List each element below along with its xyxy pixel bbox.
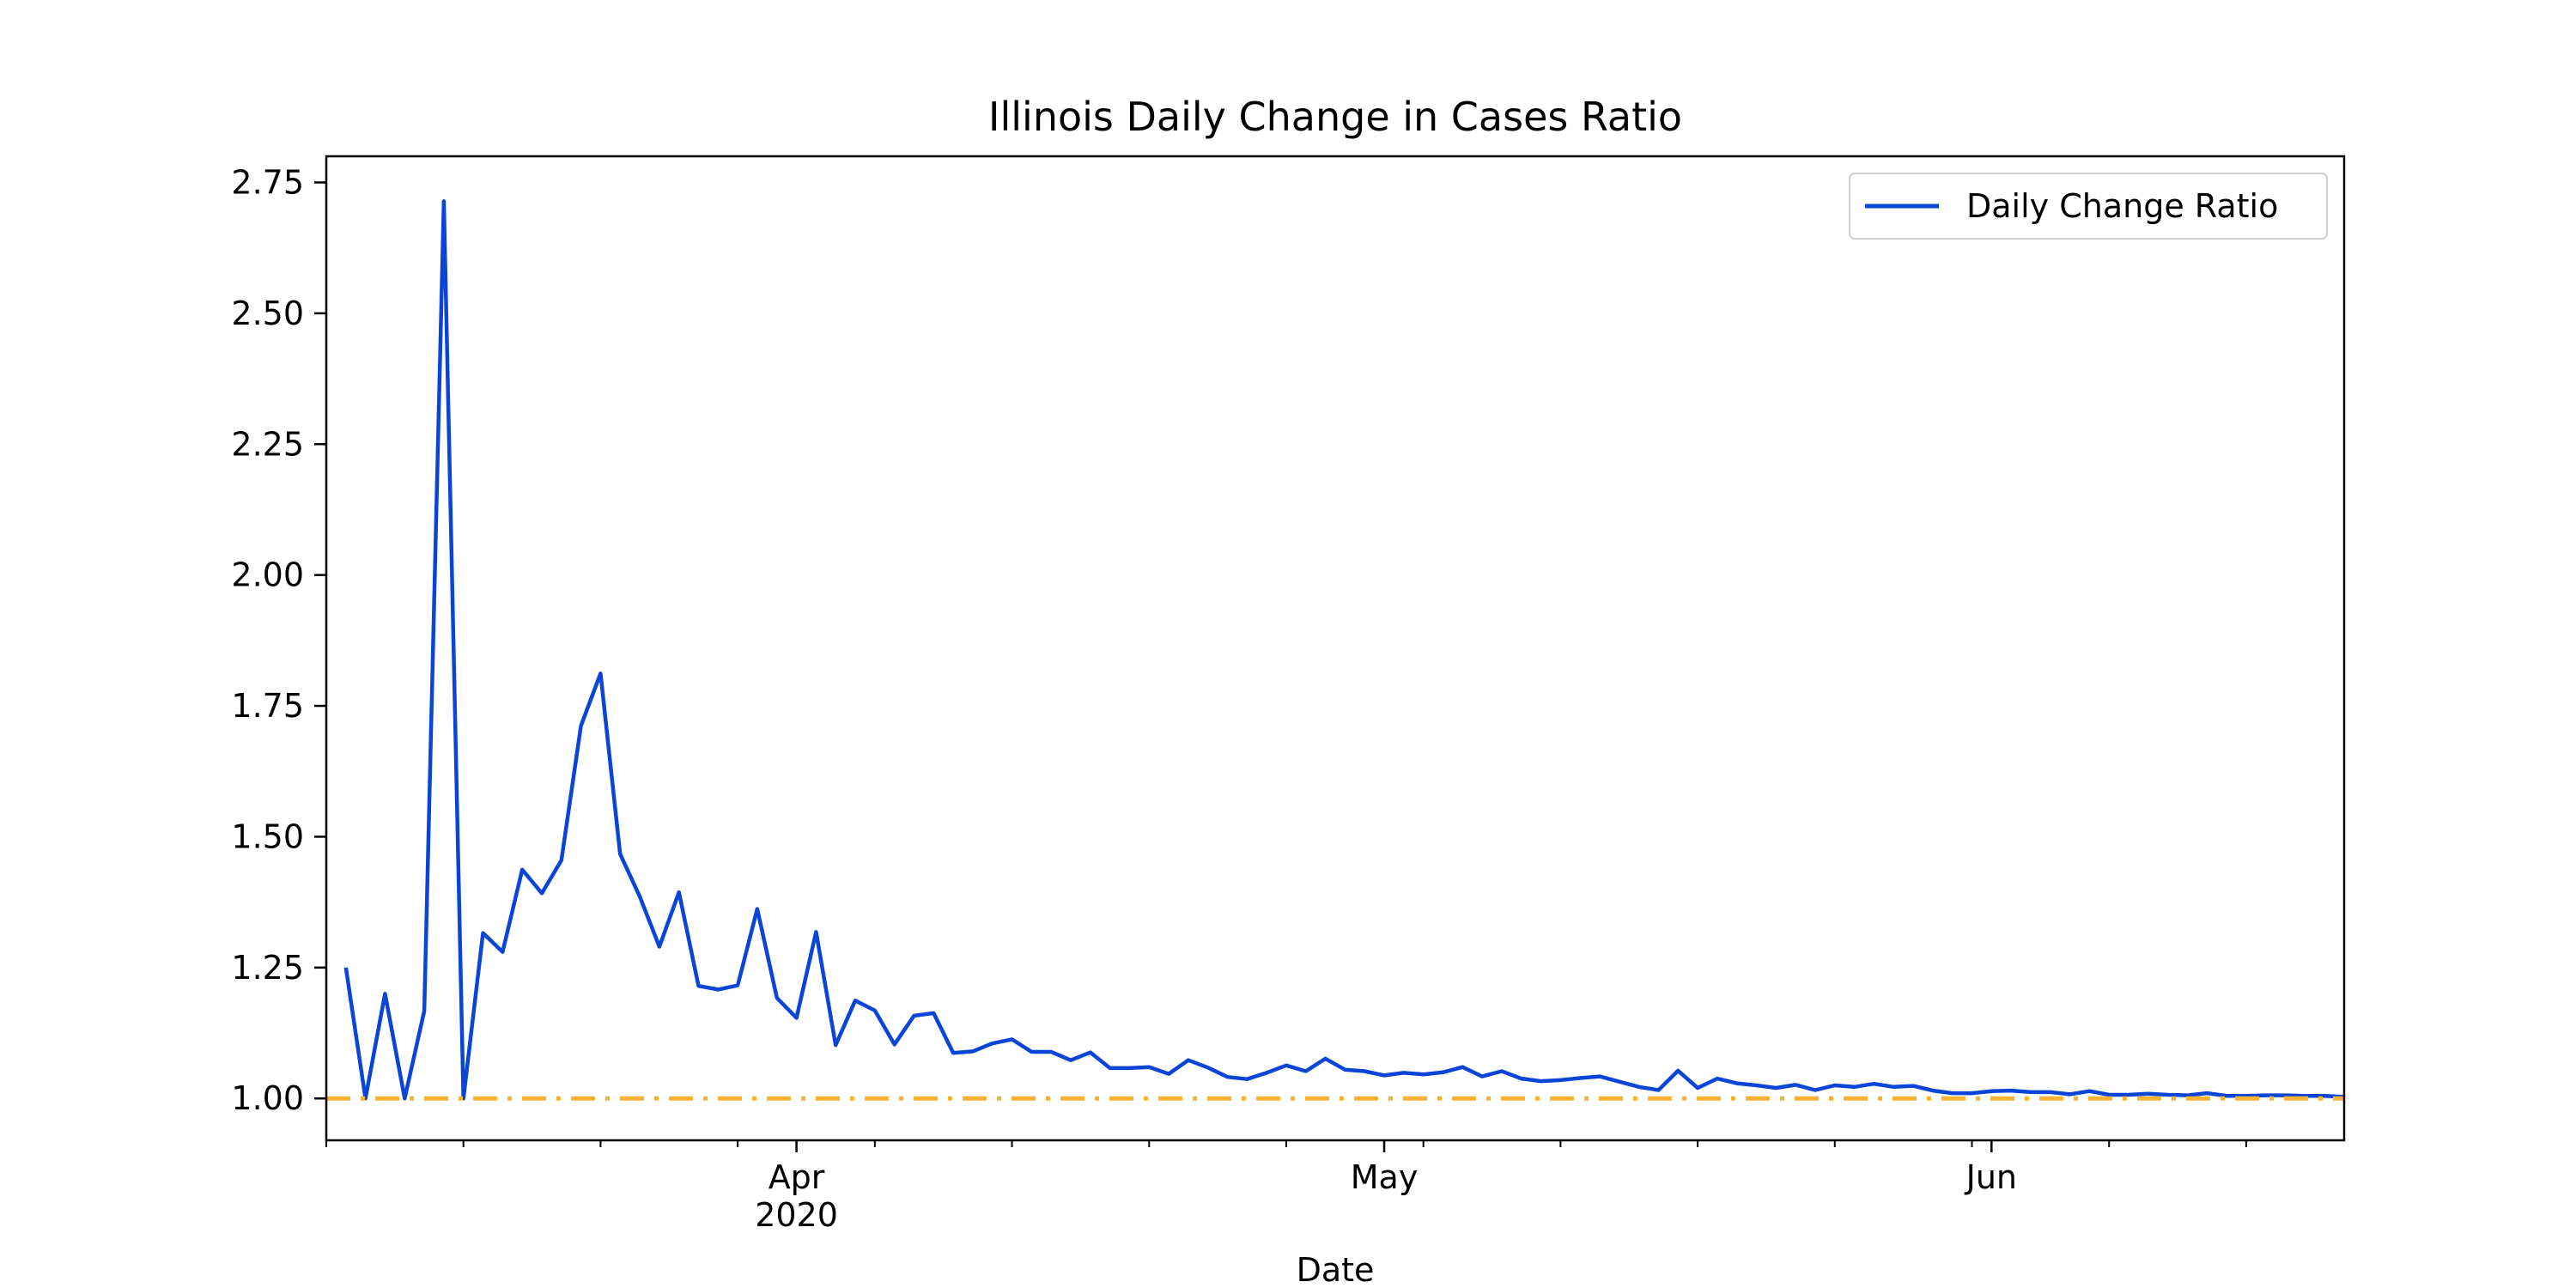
plot-frame xyxy=(325,155,2346,1142)
legend-box xyxy=(1849,173,2328,240)
series-line-daily-change-ratio xyxy=(343,199,2344,1101)
y-tick-label-3: 1.75 xyxy=(231,687,304,725)
y-tick-label-0: 1.00 xyxy=(231,1079,304,1117)
chart-title: Illinois Daily Change in Cases Ratio xyxy=(988,94,1682,140)
y-tick-label-2: 1.50 xyxy=(231,817,304,855)
x-tick-label-0: Apr xyxy=(769,1158,825,1196)
y-tick-label-7: 2.75 xyxy=(231,163,304,201)
y-tick-label-6: 2.50 xyxy=(231,295,304,332)
x-tick-label-1: May xyxy=(1351,1158,1419,1196)
y-tick-label-4: 2.00 xyxy=(231,556,304,594)
x-axis-title: Date xyxy=(1297,1251,1375,1288)
legend-label-0: Daily Change Ratio xyxy=(1966,187,2278,225)
y-tick-label-1: 1.25 xyxy=(231,949,304,987)
y-tick-label-5: 2.25 xyxy=(231,425,304,463)
x-tick-sublabel-0: 2020 xyxy=(755,1196,838,1234)
x-tick-label-2: Jun xyxy=(1965,1158,2017,1196)
